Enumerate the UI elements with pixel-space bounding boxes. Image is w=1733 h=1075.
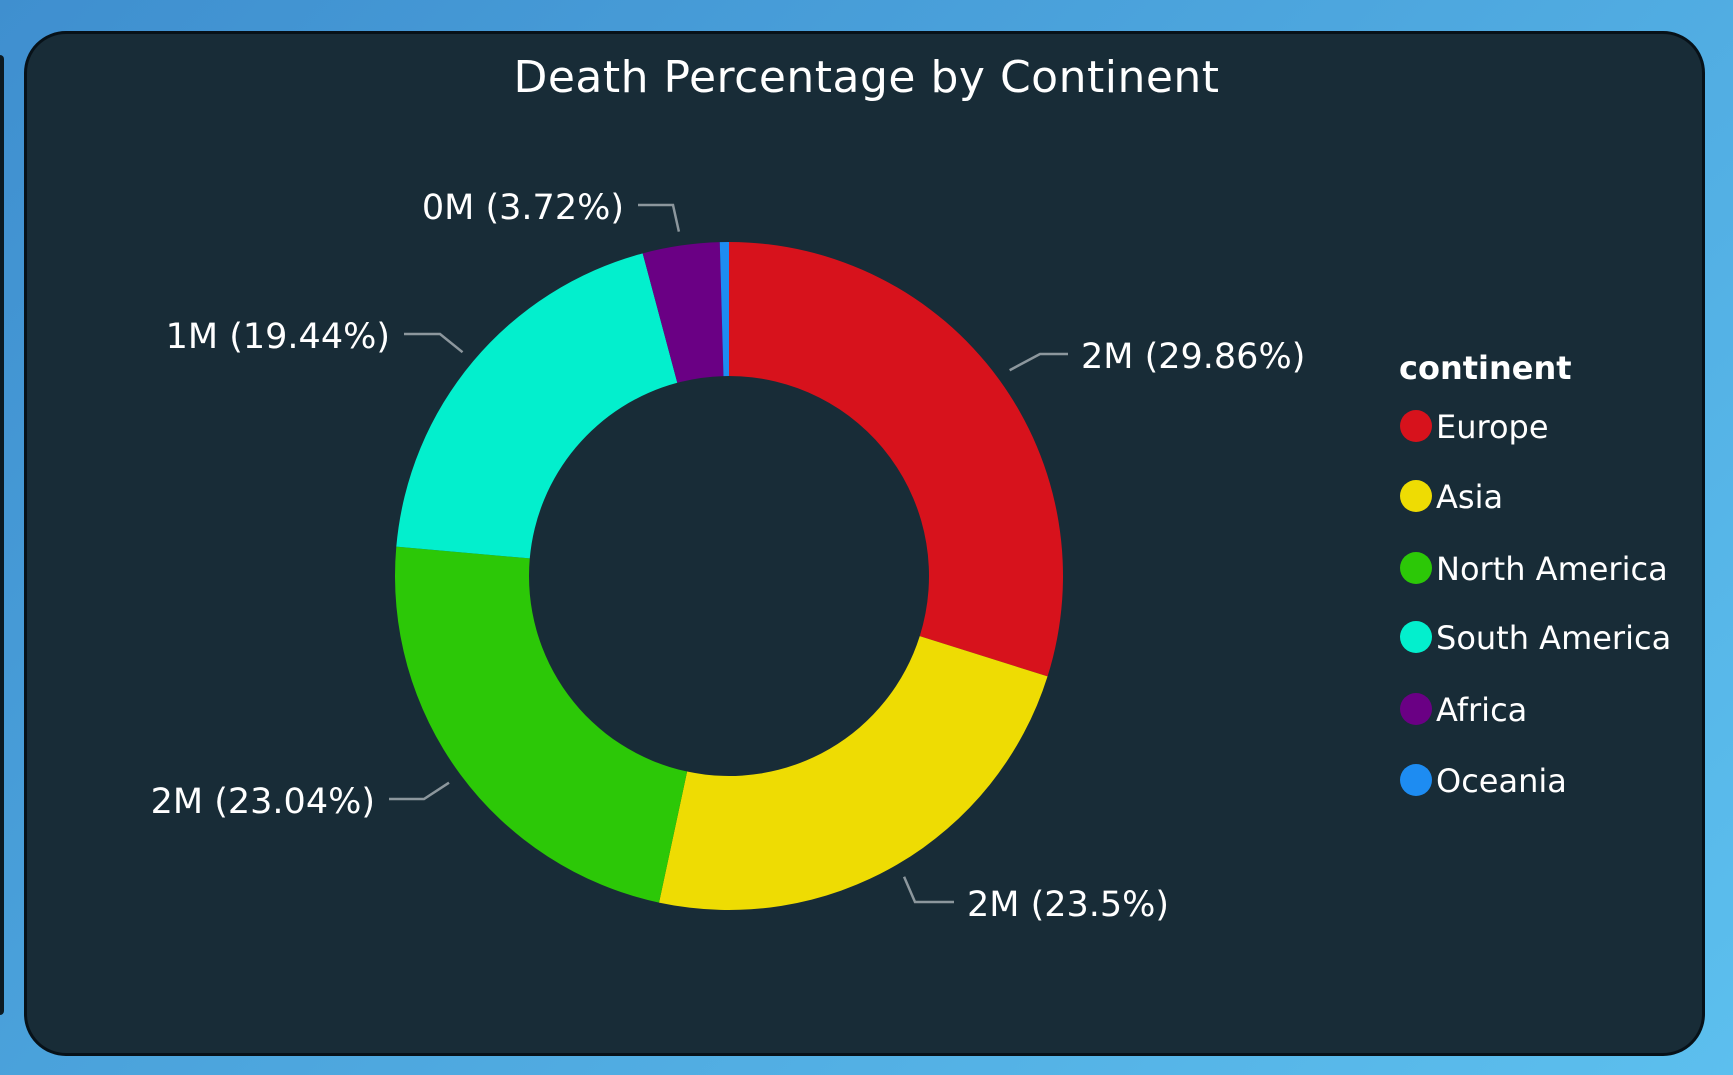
legend-title: continent bbox=[1399, 349, 1572, 387]
leader-line-north-america bbox=[389, 781, 450, 801]
leader-line-south-america bbox=[404, 332, 464, 354]
slice-south-america[interactable] bbox=[396, 253, 678, 559]
slice-asia[interactable] bbox=[659, 636, 1048, 910]
chart-title: Death Percentage by Continent bbox=[513, 52, 1220, 103]
legend-swatch-asia bbox=[1400, 480, 1432, 512]
adjacent-panel-edge bbox=[0, 55, 4, 1015]
leader-line-asia bbox=[902, 876, 954, 904]
slice-oceania[interactable] bbox=[719, 242, 729, 377]
legend-swatch-europe bbox=[1400, 410, 1432, 442]
data-label-europe: 2M (29.86%) bbox=[1081, 337, 1305, 377]
legend: continent Europe Asia North America South A… bbox=[1399, 349, 1671, 800]
slice-europe[interactable] bbox=[729, 242, 1064, 677]
data-label-south-america: 1M (19.44%) bbox=[166, 317, 390, 357]
slice-north-america[interactable] bbox=[395, 546, 688, 903]
legend-label-europe[interactable]: Europe bbox=[1436, 408, 1549, 446]
leader-line-africa bbox=[638, 203, 681, 232]
legend-label-asia[interactable]: Asia bbox=[1436, 478, 1503, 516]
legend-label-oceania[interactable]: Oceania bbox=[1436, 762, 1567, 800]
legend-swatch-south-america bbox=[1400, 621, 1432, 653]
data-label-africa: 0M (3.72%) bbox=[422, 188, 624, 228]
data-label-north-america: 2M (23.04%) bbox=[151, 782, 375, 822]
legend-label-africa[interactable]: Africa bbox=[1436, 691, 1527, 729]
data-labels: 2M (29.86%) 2M (23.5%) 2M (23.04%) 1M (19.4… bbox=[151, 188, 1306, 925]
legend-swatch-africa bbox=[1400, 693, 1432, 725]
leader-line-europe bbox=[1009, 352, 1068, 372]
legend-swatch-north-america bbox=[1400, 552, 1432, 584]
slice-africa[interactable] bbox=[642, 242, 724, 383]
donut-slices bbox=[395, 242, 1064, 910]
legend-swatch-oceania bbox=[1400, 764, 1432, 796]
data-label-asia: 2M (23.5%) bbox=[967, 885, 1169, 925]
legend-label-north-america[interactable]: North America bbox=[1436, 550, 1668, 588]
legend-label-south-america[interactable]: South America bbox=[1436, 619, 1671, 657]
chart-card bbox=[24, 31, 1705, 1056]
